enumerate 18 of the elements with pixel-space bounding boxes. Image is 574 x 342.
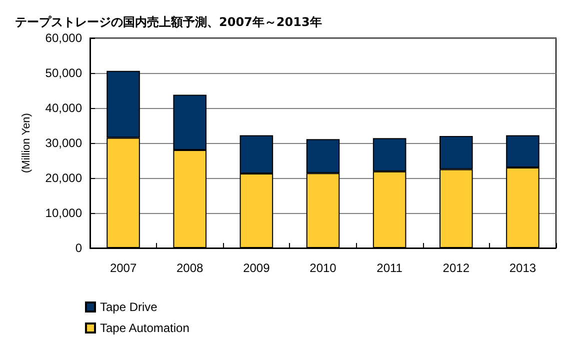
y-tick-label: 50,000 [45,66,82,80]
x-tick-label: 2008 [176,261,204,275]
y-tick-label: 20,000 [45,171,82,185]
y-axis-title: (Million Yen) [20,113,32,173]
x-tick-label: 2007 [110,261,137,275]
legend-label: Tape Drive [100,300,158,314]
x-tick-label: 2012 [442,261,470,275]
y-tick-label: 60,000 [45,31,82,45]
y-tick-label: 40,000 [45,101,82,115]
x-tick-label: 2009 [243,261,270,275]
y-tick-label: 0 [75,241,82,255]
y-tick-label: 30,000 [45,136,82,150]
y-tick-label: 10,000 [45,206,82,220]
x-tick-label: 2010 [310,261,337,275]
x-tick-label: 2013 [509,261,536,275]
legend-label: Tape Automation [100,321,190,335]
x-tick-label: 2011 [376,261,403,275]
chart-title: テープストレージの国内売上額予測、2007年～2013年 [15,15,322,29]
